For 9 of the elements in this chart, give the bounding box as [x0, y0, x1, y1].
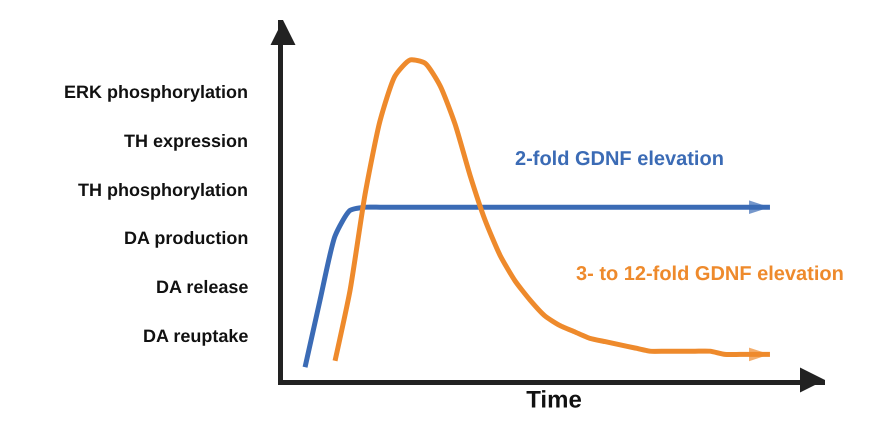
text: ERK phosphorylation	[64, 82, 248, 102]
text: DA production	[124, 228, 248, 248]
text: DA reuptake	[143, 326, 248, 346]
x-axis-title: Time	[526, 386, 582, 414]
text: TH phosphorylation	[78, 180, 248, 200]
text: TH expression	[124, 131, 248, 151]
series-label: 2-fold GDNF elevation	[515, 148, 724, 170]
text: 3- to 12-fold GDNF elevation	[576, 263, 844, 285]
text: DA release	[156, 277, 248, 297]
